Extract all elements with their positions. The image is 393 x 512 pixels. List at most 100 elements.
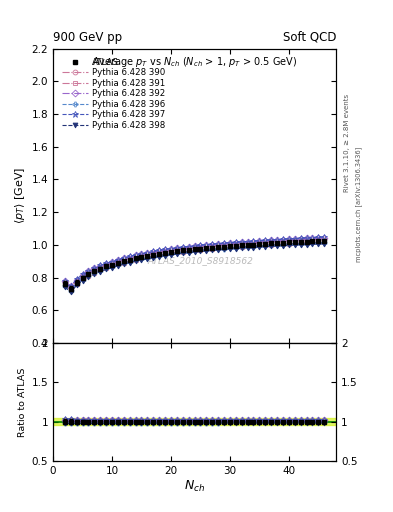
Pythia 6.428 390 — [251, 240, 256, 246]
Pythia 6.428 392 — [257, 238, 262, 244]
X-axis label: $N_{ch}$: $N_{ch}$ — [184, 478, 205, 494]
Pythia 6.428 390 — [275, 238, 279, 244]
Pythia 6.428 391 — [281, 241, 285, 247]
Pythia 6.428 392 — [169, 246, 173, 252]
Pythia 6.428 391 — [269, 242, 274, 248]
Pythia 6.428 397 — [263, 238, 268, 244]
Pythia 6.428 397 — [245, 239, 250, 245]
Pythia 6.428 390 — [192, 244, 197, 250]
Pythia 6.428 390 — [316, 236, 321, 242]
Pythia 6.428 392 — [286, 236, 291, 242]
Pythia 6.428 396 — [257, 243, 262, 249]
Pythia 6.428 391 — [180, 249, 185, 255]
Pythia 6.428 398 — [192, 249, 197, 255]
Pythia 6.428 396 — [86, 273, 91, 280]
Legend: ATLAS, Pythia 6.428 390, Pythia 6.428 391, Pythia 6.428 392, Pythia 6.428 396, P: ATLAS, Pythia 6.428 390, Pythia 6.428 39… — [60, 56, 167, 132]
Pythia 6.428 397 — [216, 241, 220, 247]
Pythia 6.428 398 — [74, 283, 79, 289]
Pythia 6.428 392 — [116, 257, 120, 263]
Pythia 6.428 391 — [139, 255, 144, 262]
Pythia 6.428 390 — [145, 251, 150, 257]
Pythia 6.428 392 — [316, 234, 321, 241]
Pythia 6.428 391 — [198, 247, 203, 253]
Pythia 6.428 396 — [298, 241, 303, 247]
Pythia 6.428 390 — [74, 278, 79, 284]
Pythia 6.428 396 — [169, 251, 173, 257]
Pythia 6.428 390 — [281, 238, 285, 244]
Pythia 6.428 390 — [239, 240, 244, 246]
Pythia 6.428 397 — [257, 238, 262, 244]
Pythia 6.428 398 — [281, 243, 285, 249]
Pythia 6.428 396 — [68, 288, 73, 294]
Pythia 6.428 396 — [204, 247, 209, 253]
Pythia 6.428 397 — [292, 236, 297, 242]
Pythia 6.428 398 — [316, 241, 321, 247]
Pythia 6.428 396 — [127, 259, 132, 265]
Pythia 6.428 391 — [275, 241, 279, 247]
Pythia 6.428 397 — [133, 252, 138, 258]
Pythia 6.428 392 — [92, 265, 97, 271]
Pythia 6.428 390 — [92, 266, 97, 272]
Pythia 6.428 391 — [192, 247, 197, 253]
Pythia 6.428 390 — [263, 239, 268, 245]
Pythia 6.428 390 — [174, 246, 179, 252]
Pythia 6.428 397 — [151, 248, 156, 254]
Text: 900 GeV pp: 900 GeV pp — [53, 31, 122, 44]
Pythia 6.428 398 — [151, 254, 156, 261]
Pythia 6.428 397 — [80, 271, 85, 278]
Pythia 6.428 396 — [180, 249, 185, 255]
Pythia 6.428 391 — [304, 240, 309, 246]
Pythia 6.428 390 — [98, 264, 103, 270]
Pythia 6.428 396 — [80, 276, 85, 283]
Pythia 6.428 398 — [145, 256, 150, 262]
Pythia 6.428 397 — [316, 234, 321, 241]
Pythia 6.428 398 — [174, 251, 179, 257]
Pythia 6.428 391 — [145, 254, 150, 261]
Pythia 6.428 392 — [74, 276, 79, 283]
Pythia 6.428 390 — [257, 239, 262, 245]
Pythia 6.428 397 — [210, 241, 215, 247]
Pythia 6.428 390 — [133, 253, 138, 260]
Pythia 6.428 396 — [192, 248, 197, 254]
Pythia 6.428 390 — [139, 252, 144, 258]
Pythia 6.428 397 — [62, 278, 67, 284]
Pythia 6.428 390 — [110, 260, 114, 266]
Pythia 6.428 391 — [316, 239, 321, 245]
Pythia 6.428 392 — [322, 234, 327, 241]
Pythia 6.428 397 — [68, 283, 73, 289]
Pythia 6.428 398 — [80, 278, 85, 284]
Pythia 6.428 398 — [292, 242, 297, 248]
Pythia 6.428 396 — [163, 252, 167, 258]
Pythia 6.428 396 — [310, 240, 315, 246]
Pythia 6.428 398 — [228, 246, 232, 252]
Pythia 6.428 392 — [157, 248, 162, 254]
Pythia 6.428 396 — [239, 244, 244, 250]
Pythia 6.428 397 — [251, 238, 256, 244]
Pythia 6.428 397 — [304, 235, 309, 241]
Pythia 6.428 391 — [292, 240, 297, 246]
Pythia 6.428 390 — [322, 236, 327, 242]
Pythia 6.428 391 — [121, 260, 126, 266]
Pythia 6.428 397 — [222, 240, 226, 246]
Pythia 6.428 397 — [180, 244, 185, 250]
Pythia 6.428 391 — [310, 240, 315, 246]
Line: Pythia 6.428 392: Pythia 6.428 392 — [62, 235, 327, 289]
Pythia 6.428 392 — [245, 239, 250, 245]
Pythia 6.428 398 — [163, 252, 167, 259]
Pythia 6.428 398 — [86, 274, 91, 281]
Pythia 6.428 392 — [163, 247, 167, 253]
Pythia 6.428 397 — [98, 262, 103, 268]
Pythia 6.428 398 — [133, 258, 138, 264]
Pythia 6.428 396 — [322, 240, 327, 246]
Pythia 6.428 396 — [151, 253, 156, 260]
Pythia 6.428 398 — [269, 243, 274, 249]
Pythia 6.428 391 — [80, 276, 85, 282]
Pythia 6.428 390 — [68, 284, 73, 290]
Pythia 6.428 392 — [68, 283, 73, 289]
Pythia 6.428 392 — [127, 253, 132, 260]
Pythia 6.428 397 — [104, 260, 108, 266]
Pythia 6.428 398 — [92, 271, 97, 278]
Pythia 6.428 398 — [127, 260, 132, 266]
Pythia 6.428 396 — [251, 244, 256, 250]
Pythia 6.428 392 — [292, 236, 297, 242]
